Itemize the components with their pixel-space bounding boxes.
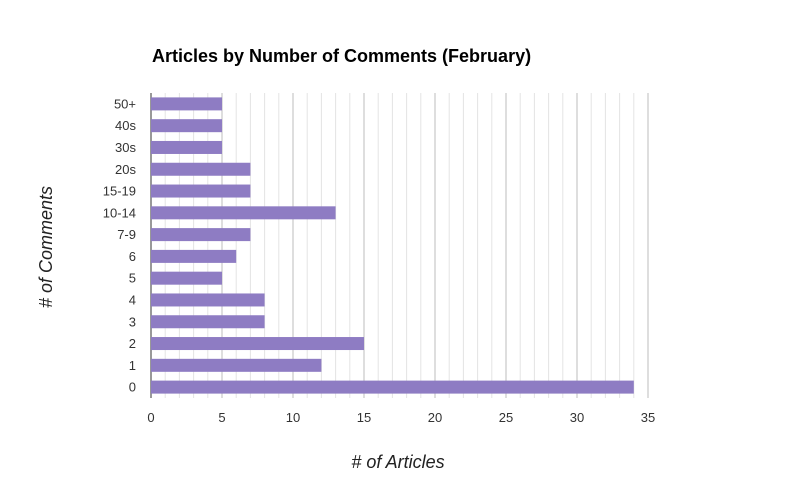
x-tick-label: 15 — [357, 410, 371, 425]
y-tick-label: 40s — [115, 118, 136, 133]
bar-20s — [151, 162, 251, 176]
y-tick-label: 7-9 — [117, 227, 136, 242]
y-tick-labels: 50+ 40s 30s 20s 15-19 10-14 7-9 6 5 4 3 2 1 0 — [103, 96, 137, 394]
y-tick-label: 1 — [129, 358, 136, 373]
y-tick-label: 10-14 — [103, 205, 136, 220]
y-tick-label: 15-19 — [103, 184, 136, 199]
bar-6 — [151, 249, 237, 263]
bar-50+ — [151, 97, 222, 111]
x-tick-label: 20 — [428, 410, 442, 425]
y-tick-label: 50+ — [114, 96, 136, 111]
bar-15-19 — [151, 184, 251, 198]
y-tick-label: 2 — [129, 336, 136, 351]
x-tick-label: 0 — [147, 410, 154, 425]
bar-30s — [151, 140, 222, 154]
x-tick-label: 10 — [286, 410, 300, 425]
bar-3 — [151, 315, 265, 329]
y-tick-label: 20s — [115, 162, 136, 177]
bar-1 — [151, 358, 322, 372]
y-tick-label: 4 — [129, 292, 136, 307]
y-tick-label: 0 — [129, 380, 136, 395]
bar-40s — [151, 119, 222, 133]
grid-lines — [150, 93, 649, 398]
x-tick-label: 35 — [641, 410, 655, 425]
y-tick-label: 6 — [129, 249, 136, 264]
y-tick-label: 3 — [129, 314, 136, 329]
y-tick-label: 30s — [115, 140, 136, 155]
x-tick-label: 25 — [499, 410, 513, 425]
bar-2 — [151, 337, 364, 351]
x-axis-title: # of Articles — [351, 452, 444, 472]
bars — [151, 97, 634, 394]
x-tick-label: 5 — [218, 410, 225, 425]
y-tick-label: 5 — [129, 271, 136, 286]
y-axis-title: # of Comments — [36, 186, 56, 308]
bar-4 — [151, 293, 265, 307]
x-tick-label: 30 — [570, 410, 584, 425]
x-tick-labels: 0 5 10 15 20 25 30 35 — [147, 410, 655, 425]
bar-0 — [151, 380, 634, 394]
bar-7-9 — [151, 228, 251, 242]
chart-title: Articles by Number of Comments (February… — [152, 46, 532, 66]
bar-10-14 — [151, 206, 336, 220]
bar-5 — [151, 271, 222, 285]
